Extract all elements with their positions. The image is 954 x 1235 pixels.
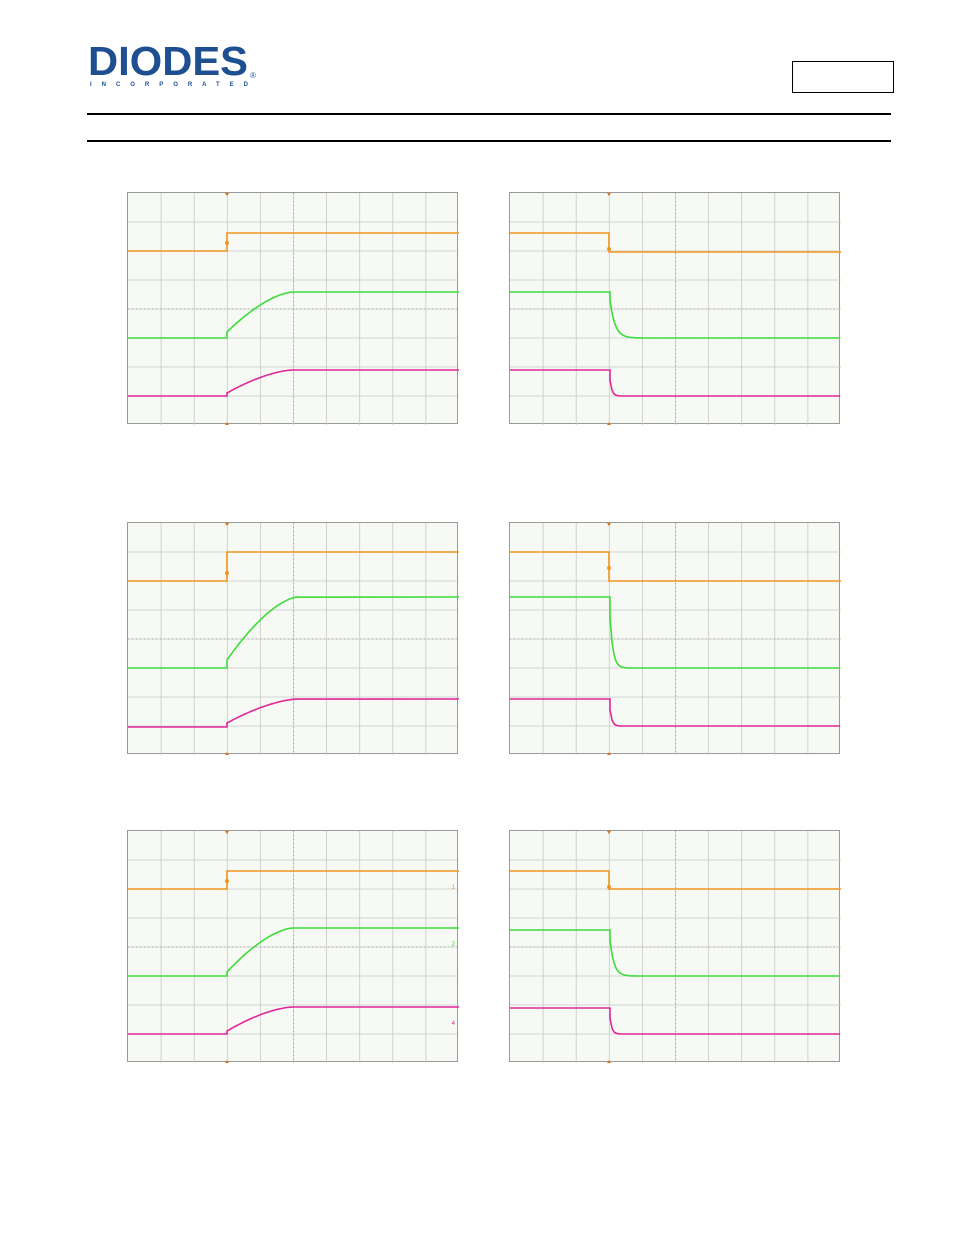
- scope-turn-off-2: [509, 522, 841, 755]
- enable-trace: [128, 870, 459, 890]
- scope-grid: [510, 193, 841, 425]
- enable-trace: [510, 232, 841, 253]
- scope-turn-off-3: [509, 830, 841, 1063]
- current-trace: [128, 1006, 459, 1035]
- output-voltage-trace: [510, 596, 840, 669]
- svg-text:®: ®: [250, 71, 256, 80]
- enable-trace: [128, 232, 459, 252]
- current-trace: [510, 698, 840, 727]
- current-trace: [510, 369, 840, 397]
- trigger-marker-top: [225, 831, 229, 834]
- channel-marker: 2: [452, 942, 456, 948]
- trigger-marker-bottom: [225, 752, 229, 755]
- scope-grid: [128, 193, 459, 425]
- diodes-logo: DIODES ® INCORPORATED: [88, 38, 260, 88]
- enable-trace: [510, 870, 841, 890]
- scope-turn-on-1: [127, 192, 459, 425]
- output-voltage-trace: [128, 291, 459, 339]
- trigger-marker-bottom: [607, 422, 611, 425]
- scope-turn-off-1: [509, 192, 841, 425]
- enable-trace: [128, 551, 459, 582]
- scope-grid: [510, 831, 841, 1063]
- trigger-marker-bottom: [225, 1060, 229, 1063]
- scope-turn-on-3: 1 2 4: [127, 830, 459, 1063]
- trigger-marker-top: [225, 193, 229, 196]
- scope-turn-on-2: [127, 522, 459, 755]
- channel-marker: 1: [452, 885, 456, 891]
- output-voltage-trace: [128, 927, 459, 977]
- output-voltage-trace: [510, 291, 840, 339]
- trigger-marker-top: [225, 523, 229, 526]
- header-rule-top: [87, 113, 891, 115]
- part-number-box: [792, 61, 894, 93]
- trigger-marker-bottom: [607, 1060, 611, 1063]
- trigger-marker-bottom: [607, 752, 611, 755]
- header-rule-bottom: [87, 140, 891, 142]
- output-voltage-trace: [128, 596, 459, 669]
- trigger-marker-top: [607, 831, 611, 834]
- output-voltage-trace: [510, 929, 840, 977]
- channel-marker: 4: [452, 1021, 456, 1027]
- scope-grid: [128, 831, 459, 1063]
- scope-grid: [128, 523, 459, 755]
- trigger-marker-top: [607, 193, 611, 196]
- svg-text:DIODES: DIODES: [88, 42, 248, 84]
- enable-trace: [510, 551, 841, 582]
- trigger-marker-top: [607, 523, 611, 526]
- trigger-marker-bottom: [225, 422, 229, 425]
- current-trace: [128, 369, 459, 397]
- scope-grid: [510, 523, 841, 755]
- current-trace: [510, 1007, 840, 1035]
- current-trace: [128, 698, 459, 728]
